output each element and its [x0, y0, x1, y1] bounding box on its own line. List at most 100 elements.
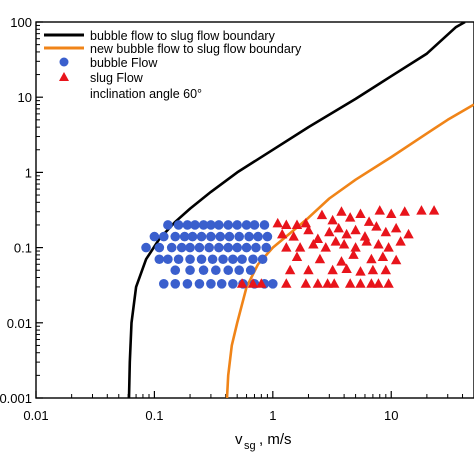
slug-point: [399, 206, 410, 216]
x-axis-label-unit: , m/s: [259, 431, 292, 448]
slug-point: [355, 208, 366, 218]
slug-point: [380, 264, 392, 275]
legend-marker-bubble: [59, 57, 69, 67]
bubble-point: [204, 242, 214, 253]
slug-point: [288, 231, 299, 241]
slug-point: [428, 205, 440, 215]
slug-point: [367, 264, 379, 275]
bubble-point: [244, 231, 254, 242]
slug-point: [374, 205, 385, 215]
x-tick-label: 1: [269, 408, 276, 423]
slug-point: [395, 236, 406, 246]
slug-point: [291, 219, 303, 229]
bubble-point: [170, 231, 181, 242]
bubble-point: [251, 242, 261, 253]
bubble-point: [224, 231, 235, 242]
slug-point: [403, 228, 414, 239]
bubble-point: [257, 254, 268, 265]
bubble-point: [185, 254, 195, 265]
slug-point: [327, 214, 338, 225]
bubble-point: [187, 231, 198, 242]
bubble-point: [268, 279, 278, 289]
bubble-point: [245, 265, 256, 276]
slug-point: [284, 264, 296, 275]
bubble-point: [261, 242, 272, 253]
bubble-point: [163, 220, 173, 230]
bubble-point: [223, 265, 234, 276]
bubble-point: [262, 231, 273, 242]
slug-point: [314, 253, 326, 264]
bubble-point: [218, 254, 228, 265]
slug-point: [336, 206, 347, 216]
bubble-point: [141, 242, 151, 253]
slug-point: [281, 242, 292, 252]
bubble-point: [194, 279, 205, 289]
y-axis-ticks: 0.001 0.01 0.1 1 10 100: [0, 15, 43, 406]
bubble-point: [154, 242, 165, 253]
slug-point: [350, 242, 361, 252]
legend-label-bubble: bubble Flow: [90, 56, 158, 70]
slug-point: [303, 224, 314, 235]
bubble-point: [223, 220, 234, 230]
slug-point: [363, 216, 375, 226]
slug-point: [312, 278, 324, 288]
slug-point: [390, 254, 402, 265]
slug-point: [327, 264, 338, 275]
bubble-point: [253, 231, 263, 242]
series-line-1: [225, 103, 474, 398]
bubble-point: [194, 242, 205, 253]
bubble-point: [232, 220, 242, 230]
bubble-point: [215, 231, 226, 242]
slug-point: [256, 278, 267, 288]
bubble-point: [214, 242, 224, 253]
slug-point: [329, 278, 340, 288]
slug-point: [236, 278, 248, 288]
slug-point: [373, 238, 384, 249]
bubble-point: [216, 279, 227, 289]
y-tick-label: 10: [18, 90, 32, 105]
slug-point: [281, 219, 292, 229]
y-tick-label: 0.001: [0, 391, 32, 406]
slug-point: [324, 226, 335, 237]
slug-point: [383, 278, 394, 288]
bubble-point: [179, 231, 190, 242]
bubble-point: [214, 220, 224, 230]
series-line-0: [127, 22, 466, 398]
slug-point: [330, 236, 341, 246]
bubble-point: [170, 265, 181, 276]
slug-point: [366, 278, 377, 288]
bubble-point: [158, 279, 169, 289]
legend-label-slug: slug Flow: [90, 71, 144, 85]
bubble-point: [207, 254, 218, 265]
x-axis-ticks: 0.01 0.1 1 10: [23, 391, 474, 423]
slug-point: [348, 249, 359, 259]
slug-point: [380, 226, 392, 237]
bubble-point: [185, 265, 195, 276]
slug-point: [272, 217, 283, 228]
bubble-point: [196, 254, 207, 265]
bubble-point: [211, 265, 221, 276]
bubble-point: [163, 254, 173, 265]
y-tick-label: 0.01: [7, 316, 32, 331]
slug-point: [361, 236, 372, 246]
bubble-point: [185, 242, 195, 253]
bubble-point: [206, 279, 216, 289]
x-axis-label-sub: sg: [244, 440, 256, 452]
slug-point: [344, 278, 356, 288]
bubble-point: [173, 254, 184, 265]
bubble-point: [182, 220, 193, 230]
slug-point: [281, 278, 292, 288]
bubble-point: [196, 231, 207, 242]
y-tick-label: 1: [25, 165, 32, 180]
slug-point: [338, 238, 350, 249]
slug-point: [316, 209, 328, 220]
bubble-point: [206, 220, 216, 230]
slug-point: [300, 278, 312, 288]
bubble-point: [228, 279, 238, 289]
slug-point: [276, 228, 288, 239]
legend: bubble flow to slug flow boundary new bu…: [44, 29, 302, 101]
bubble-point: [154, 254, 165, 265]
legend-label-new-boundary: new bubble flow to slug flow boundary: [90, 42, 302, 56]
y-tick-label: 0.1: [14, 241, 32, 256]
bubble-point: [248, 254, 258, 265]
